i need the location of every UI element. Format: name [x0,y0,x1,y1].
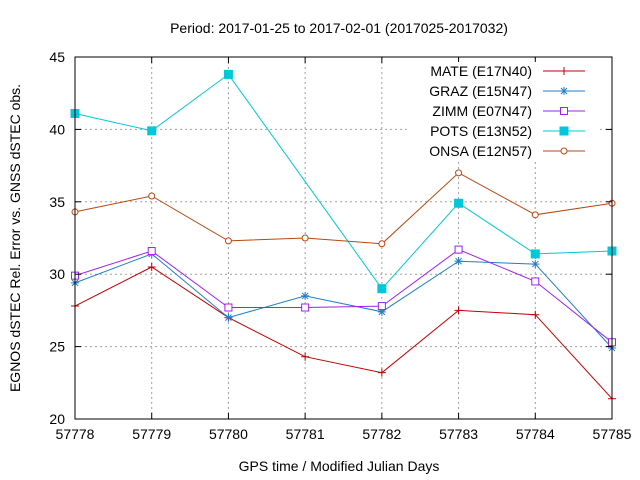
data-point [377,307,386,316]
data-point [377,368,386,377]
data-point [560,107,568,115]
data-point [455,169,463,177]
data-point [531,260,540,269]
y-tick-label: 25 [49,339,65,355]
y-tick-label: 45 [49,49,65,65]
data-point [378,240,386,248]
legend-entry-background [410,62,600,80]
data-point [301,303,310,312]
y-tick-label: 40 [49,121,65,137]
legend-entry-background [410,122,600,140]
x-tick-label: 57778 [56,426,95,442]
data-point [560,147,568,155]
x-tick-label: 57785 [593,426,632,442]
legend-entry-background [410,142,600,160]
data-point [147,126,157,136]
data-point [454,306,463,315]
series-line [74,266,613,400]
data-point [560,67,568,75]
legend-label: ONSA (E12N57) [429,143,532,159]
plot-frame [74,56,613,420]
data-point [224,237,232,245]
data-point [224,303,233,312]
data-point [531,277,540,286]
series-zimm [71,245,616,347]
data-point [224,313,233,322]
x-axis-label: GPS time / Modified Julian Days [239,458,440,474]
chart-title: Period: 2017-01-25 to 2017-02-01 (201702… [170,20,508,36]
data-point [377,284,387,294]
y-tick-label: 30 [49,266,65,282]
legend-label: GRAZ (E15N47) [429,83,532,99]
data-point [530,249,540,259]
data-point [148,192,156,200]
data-point [301,234,309,242]
series-line [74,249,613,343]
data-point [454,198,464,208]
legend-entry-background [410,82,600,100]
legend: MATE (E17N40) GRAZ (E15N47) ZIMM (E07N47) P… [410,62,600,160]
legend-entry: MATE (E17N40) [410,62,600,80]
data-point [147,247,156,256]
data-point [147,262,156,271]
data-point [531,310,540,319]
data-point [377,302,386,311]
data-point [223,69,233,79]
x-tick-label: 57784 [516,426,555,442]
y-axis-label: EGNOS dSTEC Rel. Error vs. GNSS dSTEC ob… [7,84,23,392]
x-tick-label: 57779 [132,426,171,442]
data-point [531,211,539,219]
legend-entry: ONSA (E12N57) [410,142,600,160]
axis-ticks: 57778 57779 57780 57781 57782 57783 57784 57785… [49,49,631,442]
y-tick-label: 20 [49,411,65,427]
series-layer [70,69,617,403]
legend-entry-background [410,102,600,120]
legend-entry: ZIMM (E07N47) [410,102,600,120]
series-line [74,253,613,349]
series-line [74,172,613,245]
x-tick-label: 57782 [362,426,401,442]
x-tick-label: 57780 [209,426,248,442]
data-point [301,352,310,361]
x-tick-label: 57781 [286,426,325,442]
legend-entry: POTS (E13N52) [410,122,600,140]
legend-label: MATE (E17N40) [430,63,532,79]
series-graz [71,249,616,353]
data-point [454,245,463,254]
legend-label: ZIMM (E07N47) [432,103,532,119]
data-point [559,126,569,136]
data-point [560,87,568,95]
legend-entry: GRAZ (E15N47) [410,82,600,100]
y-tick-label: 35 [49,194,65,210]
legend-label: POTS (E13N52) [430,123,532,139]
data-point [301,291,310,300]
data-point [454,257,463,266]
x-tick-label: 57783 [439,426,478,442]
